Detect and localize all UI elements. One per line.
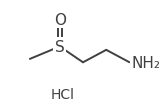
- Text: HCl: HCl: [51, 87, 75, 101]
- Text: S: S: [55, 40, 65, 54]
- Text: O: O: [54, 13, 66, 28]
- Text: NH₂: NH₂: [131, 55, 160, 70]
